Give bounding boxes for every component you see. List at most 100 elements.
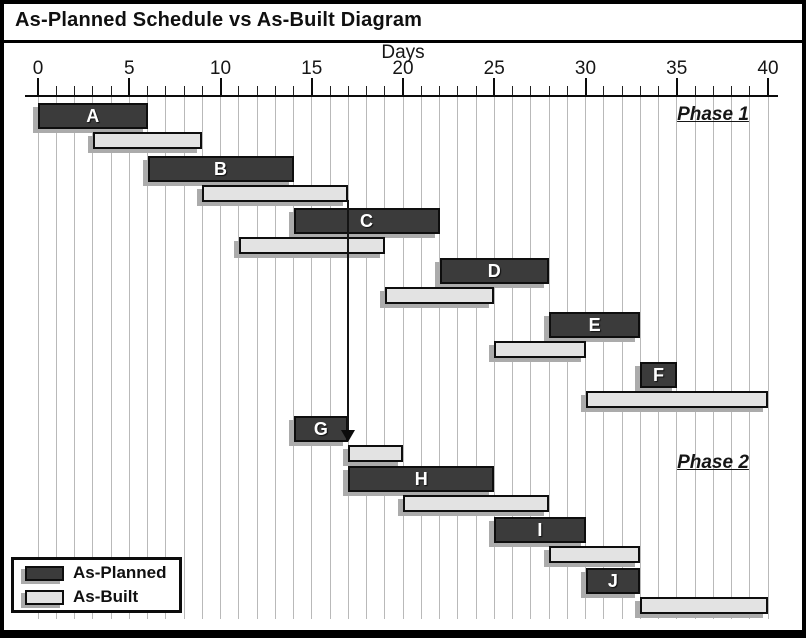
gridline-day-22 bbox=[439, 96, 440, 619]
gridline-day-39 bbox=[749, 96, 751, 619]
figure-title: As-Planned Schedule vs As-Built Diagram bbox=[15, 9, 423, 31]
gridline-day-35 bbox=[676, 96, 678, 619]
axis-minor-tick-22 bbox=[439, 86, 440, 95]
axis-minor-tick-24 bbox=[475, 86, 477, 95]
gridline-day-16 bbox=[329, 96, 331, 619]
task-G-as-built-bar bbox=[348, 445, 403, 462]
gridline-day-33 bbox=[639, 96, 641, 619]
task-F-as-built-bar bbox=[585, 391, 768, 408]
task-D-as-built-bar bbox=[384, 287, 495, 304]
gridline-day-38 bbox=[731, 96, 732, 619]
axis-minor-tick-1 bbox=[55, 86, 57, 95]
axis-minor-tick-27 bbox=[530, 86, 532, 95]
gridline-day-10 bbox=[220, 96, 221, 619]
axis-tick-label-30: 30 bbox=[574, 58, 597, 79]
axis-major-tick-0 bbox=[37, 78, 39, 95]
as-built-legend-label: As-Built bbox=[73, 587, 139, 606]
axis-minor-tick-26 bbox=[512, 86, 513, 95]
axis-minor-tick-14 bbox=[293, 86, 294, 95]
gridline-day-15 bbox=[311, 96, 313, 619]
gridline-day-2 bbox=[74, 96, 75, 619]
task-A-label: A bbox=[86, 106, 100, 126]
axis-major-tick-20 bbox=[402, 78, 404, 95]
task-J-as-built-bar bbox=[640, 597, 768, 614]
gridline-day-13 bbox=[274, 96, 276, 619]
task-E-as-built-bar bbox=[494, 341, 586, 358]
task-H-as-built-bar bbox=[403, 495, 549, 512]
task-E-label: E bbox=[588, 315, 601, 335]
gridline-day-3 bbox=[92, 96, 94, 619]
axis-minor-tick-8 bbox=[183, 86, 185, 95]
axis-minor-tick-39 bbox=[749, 86, 751, 95]
gridline-day-11 bbox=[238, 96, 240, 619]
axis-major-tick-40 bbox=[767, 78, 769, 95]
legend-row-built: As-Built bbox=[25, 587, 179, 607]
task-I-label: I bbox=[537, 520, 543, 540]
axis-minor-tick-7 bbox=[165, 86, 167, 95]
task-G-as-planned-bar: G bbox=[293, 416, 349, 442]
task-C-as-planned-bar: C bbox=[293, 208, 440, 234]
axis-minor-tick-31 bbox=[603, 86, 605, 95]
axis-tick-label-20: 20 bbox=[392, 58, 414, 79]
task-A-as-built-bar bbox=[92, 132, 203, 149]
task-B-label: B bbox=[214, 159, 227, 179]
gridline-day-24 bbox=[475, 96, 477, 619]
axis-minor-tick-2 bbox=[74, 86, 75, 95]
axis-minor-tick-3 bbox=[92, 86, 94, 95]
gridline-day-12 bbox=[256, 96, 258, 619]
as-planned-swatch bbox=[25, 565, 64, 581]
gridline-day-9 bbox=[201, 96, 203, 619]
axis-minor-tick-4 bbox=[110, 86, 112, 95]
legend-row-planned: As-Planned bbox=[25, 563, 179, 583]
gridline-day-23 bbox=[457, 96, 459, 619]
axis-major-tick-35 bbox=[675, 78, 678, 95]
task-C-label: C bbox=[360, 211, 373, 231]
axis-minor-tick-19 bbox=[384, 86, 386, 95]
as-planned-legend-label: As-Planned bbox=[73, 563, 167, 582]
task-J-label: J bbox=[607, 571, 618, 591]
task-H-as-planned-bar: H bbox=[348, 466, 495, 492]
gridline-day-7 bbox=[165, 96, 167, 619]
gridline-day-37 bbox=[712, 96, 714, 619]
axis-major-tick-25 bbox=[493, 78, 496, 95]
gridline-day-32 bbox=[621, 96, 623, 619]
phase-2-label: Phase 2 bbox=[677, 452, 749, 473]
task-F-label: F bbox=[653, 365, 664, 385]
task-I-as-planned-bar: I bbox=[494, 517, 586, 543]
axis-tick-label-40: 40 bbox=[757, 58, 779, 79]
phase-1-label: Phase 1 bbox=[677, 104, 749, 125]
x-axis-title: Days bbox=[381, 42, 425, 63]
axis-major-tick-10 bbox=[219, 78, 222, 95]
axis-tick-label-25: 25 bbox=[483, 58, 505, 79]
axis-minor-tick-33 bbox=[639, 86, 641, 95]
task-A-as-planned-bar: A bbox=[38, 103, 148, 129]
dependency-arrow-line bbox=[347, 200, 350, 430]
gridline-day-36 bbox=[694, 96, 696, 619]
axis-minor-tick-12 bbox=[256, 86, 258, 95]
task-B-as-planned-bar: B bbox=[147, 156, 294, 182]
axis-minor-tick-17 bbox=[347, 86, 349, 95]
gridline-day-8 bbox=[183, 96, 185, 619]
task-I-as-built-bar bbox=[549, 546, 641, 563]
task-G-label: G bbox=[313, 419, 328, 439]
gridline-day-40 bbox=[767, 96, 769, 619]
axis-major-tick-15 bbox=[310, 78, 313, 95]
gridline-day-34 bbox=[658, 96, 659, 619]
axis-minor-tick-28 bbox=[548, 86, 550, 95]
axis-tick-label-35: 35 bbox=[666, 58, 688, 79]
gridline-day-18 bbox=[366, 96, 367, 619]
axis-minor-tick-21 bbox=[420, 86, 422, 95]
axis-tick-label-10: 10 bbox=[209, 58, 232, 79]
axis-minor-tick-11 bbox=[238, 86, 240, 95]
task-C-as-built-bar bbox=[238, 237, 385, 254]
dependency-arrow-head bbox=[341, 430, 356, 442]
axis-major-tick-30 bbox=[584, 78, 587, 95]
gridline-day-1 bbox=[55, 96, 57, 619]
axis-minor-tick-37 bbox=[712, 86, 714, 95]
axis-minor-tick-18 bbox=[366, 86, 367, 95]
axis-minor-tick-34 bbox=[658, 86, 659, 95]
task-F-as-planned-bar: F bbox=[640, 362, 677, 388]
gridline-day-0 bbox=[37, 96, 39, 619]
gridline-day-6 bbox=[147, 96, 148, 619]
